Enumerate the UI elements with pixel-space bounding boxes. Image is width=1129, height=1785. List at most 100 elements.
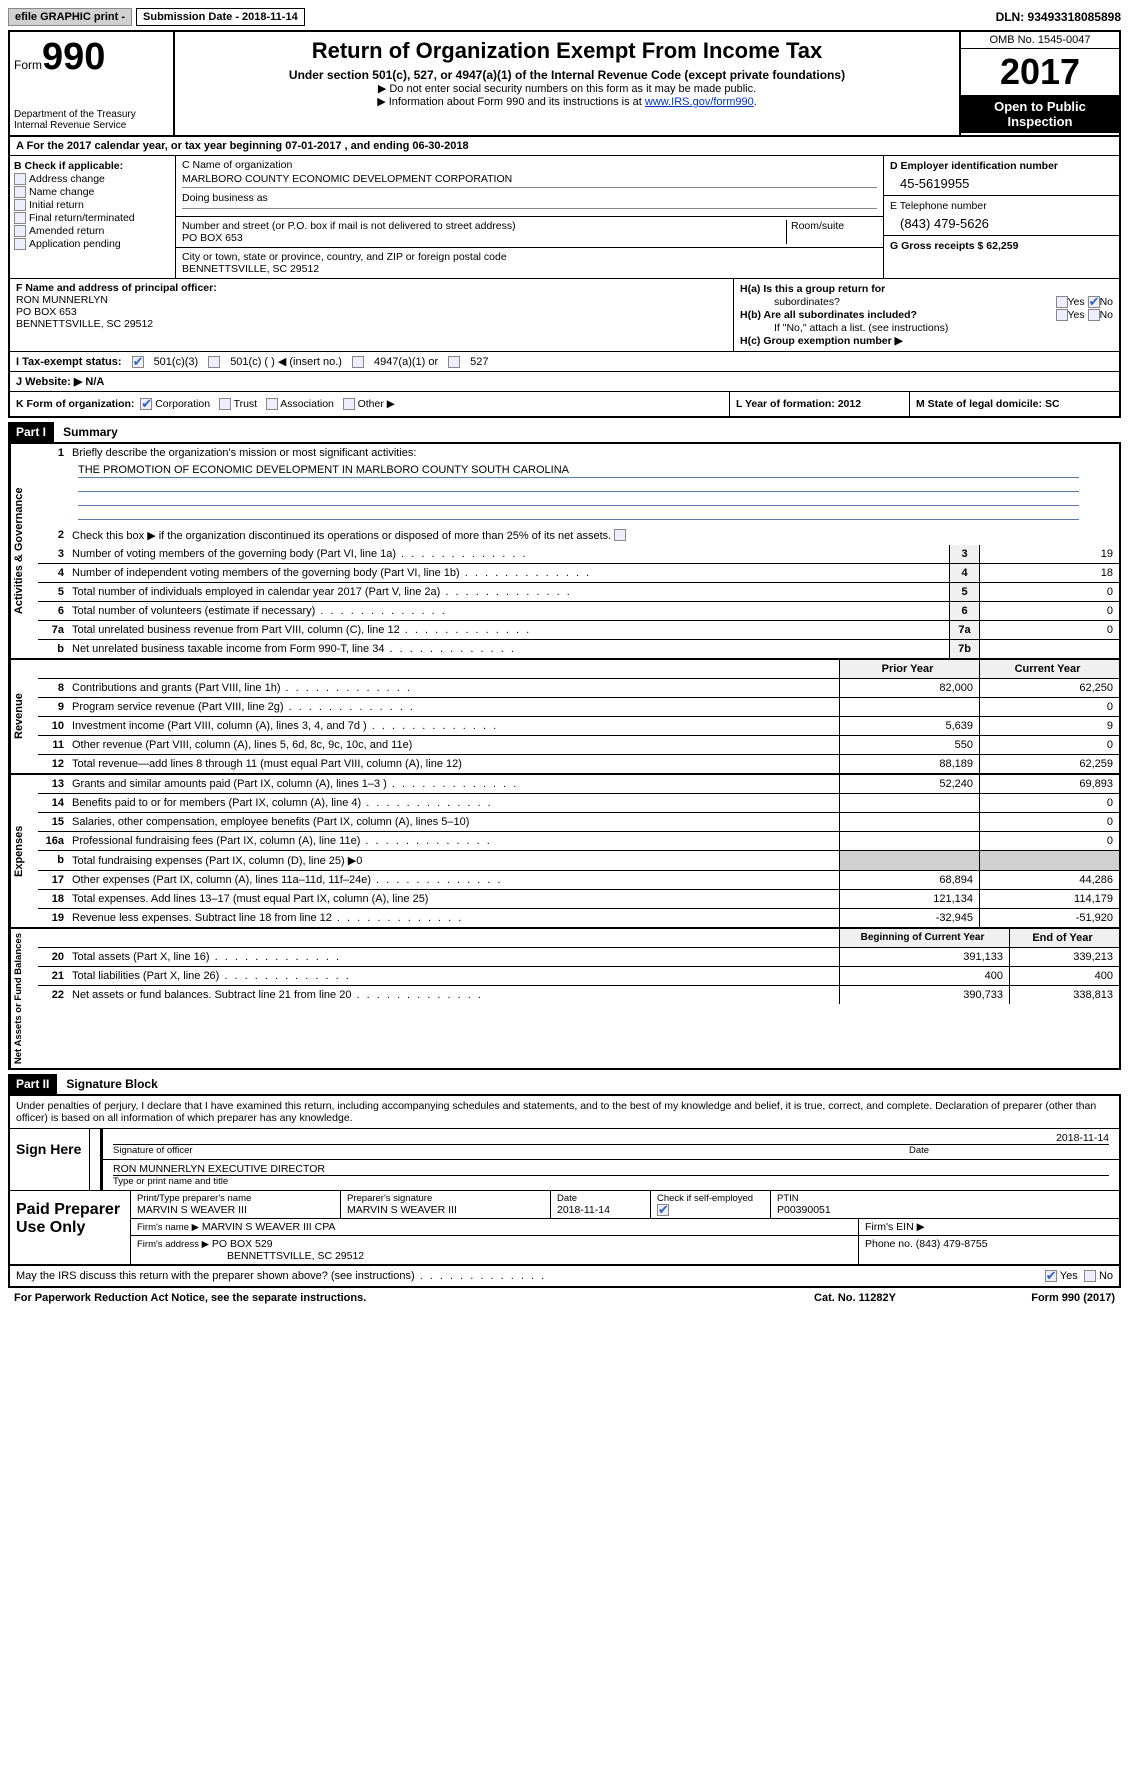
cb-name-change[interactable] <box>14 186 26 198</box>
dba-label: Doing business as <box>182 192 877 204</box>
street-value: PO BOX 653 <box>182 232 782 244</box>
info-note: ▶ Information about Form 990 and its ins… <box>183 95 951 108</box>
cb-discuss-no[interactable] <box>1084 1270 1096 1282</box>
self-employed: Check if self-employed <box>651 1191 771 1218</box>
form-subtitle: Under section 501(c), 527, or 4947(a)(1)… <box>183 68 951 82</box>
ein-label: D Employer identification number <box>890 160 1113 172</box>
line-7b: Net unrelated business taxable income fr… <box>70 640 949 658</box>
cat-no: Cat. No. 11282Y <box>755 1292 955 1304</box>
line-6: Total number of volunteers (estimate if … <box>70 602 949 620</box>
form-footer: Form 990 (2017) <box>955 1292 1115 1304</box>
line-18: Total expenses. Add lines 13–17 (must eq… <box>70 890 839 908</box>
line-9: Program service revenue (Part VIII, line… <box>70 698 839 716</box>
section-expenses: Expenses <box>10 775 38 927</box>
form-title: Return of Organization Exempt From Incom… <box>183 38 951 64</box>
line-7a: Total unrelated business revenue from Pa… <box>70 621 949 639</box>
preparer-date: 2018-11-14 <box>557 1204 644 1216</box>
tax-year: 2017 <box>961 49 1119 95</box>
cb-501c[interactable] <box>208 356 220 368</box>
firm-addr: PO BOX 529 <box>212 1238 273 1250</box>
cb-discuss-yes[interactable] <box>1045 1270 1057 1282</box>
cb-ha-no[interactable] <box>1088 296 1100 308</box>
cb-hb-yes[interactable] <box>1056 309 1068 321</box>
line-16b: Total fundraising expenses (Part IX, col… <box>70 851 839 870</box>
sign-here-label: Sign Here <box>10 1129 90 1190</box>
section-governance: Activities & Governance <box>10 444 38 658</box>
firm-phone: Phone no. (843) 479-8755 <box>859 1236 1119 1264</box>
website: J Website: ▶ N/A <box>16 375 104 388</box>
cb-amended[interactable] <box>14 225 26 237</box>
section-net-assets: Net Assets or Fund Balances <box>10 929 38 1068</box>
efile-btn: efile GRAPHIC print - <box>8 8 132 26</box>
cb-corp[interactable] <box>140 398 152 410</box>
line-16a: Professional fundraising fees (Part IX, … <box>70 832 839 850</box>
cb-discontinued[interactable] <box>614 529 626 541</box>
gross-receipts: G Gross receipts $ 62,259 <box>884 236 1119 256</box>
firm-ein: Firm's EIN ▶ <box>859 1219 1119 1235</box>
cb-hb-no[interactable] <box>1088 309 1100 321</box>
line-8: Contributions and grants (Part VIII, lin… <box>70 679 839 697</box>
cb-application-pending[interactable] <box>14 238 26 250</box>
cb-address-change[interactable] <box>14 173 26 185</box>
line-14: Benefits paid to or for members (Part IX… <box>70 794 839 812</box>
cb-4947[interactable] <box>352 356 364 368</box>
cb-527[interactable] <box>448 356 460 368</box>
line-20: Total assets (Part X, line 16) <box>70 948 839 966</box>
form-number: Form990 <box>14 36 169 79</box>
city-label: City or town, state or province, country… <box>182 251 877 263</box>
line-3: Number of voting members of the governin… <box>70 545 949 563</box>
officer-addr2: BENNETTSVILLE, SC 29512 <box>16 318 727 330</box>
officer-addr1: PO BOX 653 <box>16 306 727 318</box>
col-current: Current Year <box>979 660 1119 678</box>
ein-value: 45-5619955 <box>890 172 1113 191</box>
discuss-question: May the IRS discuss this return with the… <box>16 1270 1045 1282</box>
city-value: BENNETTSVILLE, SC 29512 <box>182 263 877 275</box>
paid-preparer-label: Paid Preparer Use Only <box>10 1191 130 1264</box>
line-12: Total revenue—add lines 8 through 11 (mu… <box>70 755 839 773</box>
cb-other[interactable] <box>343 398 355 410</box>
line-11: Other revenue (Part VIII, column (A), li… <box>70 736 839 754</box>
cb-501c3[interactable] <box>132 356 144 368</box>
preparer-sig: MARVIN S WEAVER III <box>347 1204 544 1216</box>
line-15: Salaries, other compensation, employee b… <box>70 813 839 831</box>
line-2: Check this box ▶ if the organization dis… <box>70 526 1119 545</box>
c-name-label: C Name of organization <box>182 159 877 171</box>
org-name: MARLBORO COUNTY ECONOMIC DEVELOPMENT COR… <box>182 173 877 188</box>
street-label: Number and street (or P.O. box if mail i… <box>182 220 782 232</box>
firm-name: MARVIN S WEAVER III CPA <box>202 1221 336 1233</box>
officer-name: RON MUNNERLYN <box>16 294 727 306</box>
officer-name-title: RON MUNNERLYN EXECUTIVE DIRECTOR <box>113 1163 325 1175</box>
dln: DLN: 93493318085898 <box>996 10 1121 24</box>
ssn-note: ▶ Do not enter social security numbers o… <box>183 82 951 95</box>
row-a-period: A For the 2017 calendar year, or tax yea… <box>8 137 1121 156</box>
paperwork-notice: For Paperwork Reduction Act Notice, see … <box>14 1292 755 1304</box>
inspection-label: Open to PublicInspection <box>961 95 1119 133</box>
line-4: Number of independent voting members of … <box>70 564 949 582</box>
dept-label: Department of the Treasury Internal Reve… <box>14 109 169 131</box>
state-domicile: M State of legal domicile: SC <box>909 392 1119 416</box>
cb-self-employed[interactable] <box>657 1204 669 1216</box>
preparer-name: MARVIN S WEAVER III <box>137 1204 334 1216</box>
phone-label: E Telephone number <box>890 200 1113 212</box>
cb-trust[interactable] <box>219 398 231 410</box>
year-formation: L Year of formation: 2012 <box>729 392 909 416</box>
phone-value: (843) 479-5626 <box>890 212 1113 231</box>
room-label: Room/suite <box>787 220 877 244</box>
cb-ha-yes[interactable] <box>1056 296 1068 308</box>
col-eoy: End of Year <box>1009 929 1119 947</box>
line-13: Grants and similar amounts paid (Part IX… <box>70 775 839 793</box>
cb-initial-return[interactable] <box>14 199 26 211</box>
cb-final-return[interactable] <box>14 212 26 224</box>
cb-assoc[interactable] <box>266 398 278 410</box>
line-19: Revenue less expenses. Subtract line 18 … <box>70 909 839 927</box>
submission-date: Submission Date - 2018-11-14 <box>136 8 305 26</box>
line-1: Briefly describe the organization's miss… <box>70 444 1119 462</box>
line-10: Investment income (Part VIII, column (A)… <box>70 717 839 735</box>
ptin: P00390051 <box>777 1204 1113 1216</box>
part2-header: Part II <box>8 1074 57 1094</box>
irs-link[interactable]: www.IRS.gov/form990 <box>645 96 754 108</box>
part1-title: Summary <box>57 425 118 439</box>
col-prior: Prior Year <box>839 660 979 678</box>
line-22: Net assets or fund balances. Subtract li… <box>70 986 839 1004</box>
row-k-label: K Form of organization: <box>16 398 134 410</box>
